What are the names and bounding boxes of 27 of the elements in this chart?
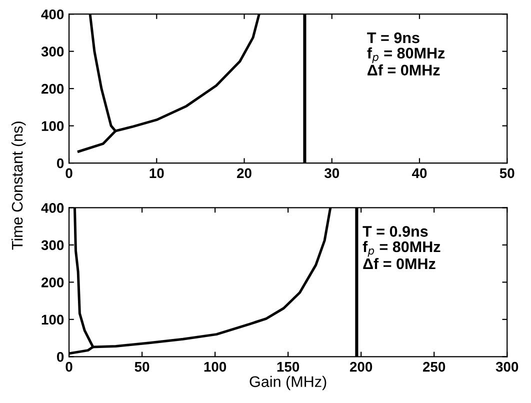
y-tick-label: 300 — [41, 46, 64, 57]
x-tick-label: 250 — [422, 362, 446, 372]
y-tick-label: 0 — [56, 158, 64, 168]
x-tick-label: 0 — [66, 168, 72, 178]
y-tick-label: 100 — [42, 314, 64, 325]
y-axis-title: Time Constant (ns) — [11, 122, 26, 250]
y-tick-label: 400 — [41, 203, 64, 213]
x-tick-label: 40 — [412, 168, 427, 178]
x-tick-label: 50 — [134, 362, 150, 372]
x-tick-label: 0 — [66, 362, 72, 372]
y-tick-label: 200 — [41, 84, 64, 94]
x-tick-label: 300 — [496, 362, 518, 372]
x-tick-label: 20 — [237, 168, 252, 178]
y-tick-label: 200 — [41, 278, 64, 288]
annotation: T = 0.9ns f$_{p}$ = 80MHz Δf = 0MHz — [362, 226, 440, 270]
y-tick-label: 100 — [42, 121, 64, 131]
x-tick-label: 100 — [204, 362, 226, 372]
x-axis-title: Gain (MHz) — [250, 376, 326, 390]
x-tick-label: 50 — [500, 168, 514, 178]
x-tick-label: 10 — [150, 168, 164, 178]
x-tick-label: 200 — [350, 362, 372, 372]
y-tick-label: 0 — [56, 352, 64, 362]
x-tick-label: 30 — [324, 168, 340, 178]
y-tick-label: 400 — [41, 9, 64, 20]
annotation: T = 9ns f$_{p}$ = 80MHz Δf = 0MHz — [367, 32, 445, 76]
x-tick-label: 150 — [277, 362, 300, 372]
y-tick-label: 300 — [41, 240, 64, 250]
